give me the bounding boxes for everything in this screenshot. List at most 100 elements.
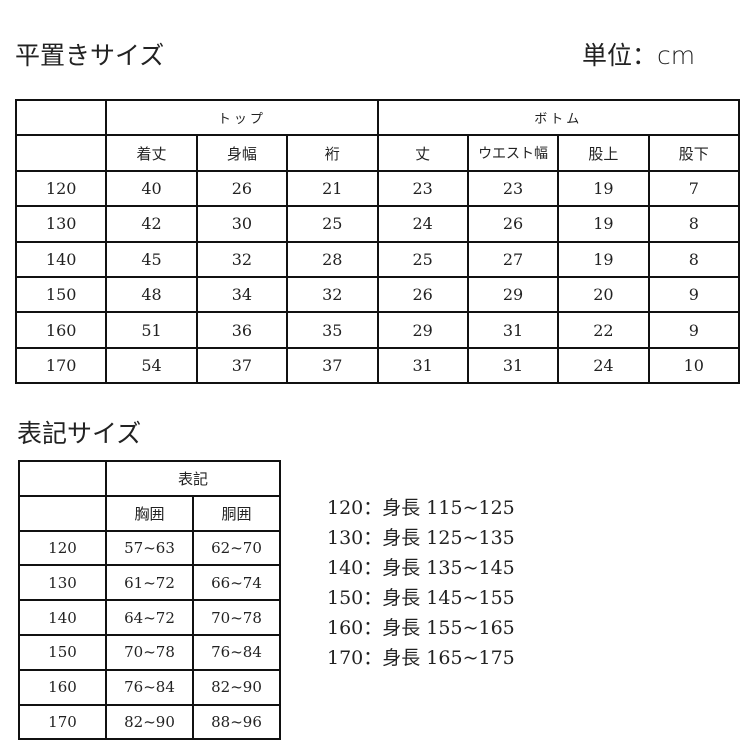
- value-cell: 45: [105, 240, 198, 278]
- value-cell: 26: [376, 275, 469, 314]
- value-cell: 10: [647, 346, 741, 385]
- value-cell: 37: [195, 346, 289, 385]
- flat-size-title: 平置きサイズ: [15, 41, 165, 70]
- value-cell: 51: [105, 311, 198, 349]
- column-header: 股下: [647, 134, 741, 172]
- value-cell: 24: [557, 346, 650, 385]
- value-cell: 32: [195, 240, 289, 278]
- value-cell: 30: [195, 205, 289, 243]
- value-cell: 82~90: [105, 703, 194, 741]
- value-cell: 31: [376, 346, 469, 385]
- value-cell: 54: [105, 346, 198, 385]
- flat-size-table: トップ ボトム 着丈 身幅 裄 丈 ウエスト幅 股上 股下 120 40 26 21 2…: [14, 98, 741, 385]
- size-cell: 130: [14, 205, 108, 243]
- height-list: 120：身長 115~125 130：身長 125~135 140：身長 135~1…: [327, 493, 515, 673]
- value-cell: 62~70: [192, 529, 281, 567]
- group-header-row: 表記: [18, 460, 281, 497]
- value-cell: 7: [647, 169, 741, 208]
- height-range-item: 150：身長 145~155: [327, 587, 515, 609]
- value-cell: 23: [376, 169, 469, 208]
- value-cell: 35: [286, 311, 379, 349]
- value-cell: 26: [195, 169, 289, 208]
- table-row: 120 57~63 62~70: [18, 529, 281, 567]
- size-cell: 120: [14, 169, 108, 208]
- value-cell: 57~63: [105, 529, 194, 567]
- table-row: 130 61~72 66~74: [18, 564, 281, 602]
- table-row: 140 64~72 70~78: [18, 599, 281, 636]
- column-header-row: 着丈 身幅 裄 丈 ウエスト幅 股上 股下: [14, 134, 741, 172]
- unit-label: 単位：cm: [582, 41, 696, 70]
- empty-cell: [18, 494, 107, 532]
- value-cell: 31: [466, 346, 560, 385]
- column-header: 身幅: [195, 134, 289, 172]
- group-tops: トップ: [105, 98, 379, 137]
- value-cell: 29: [376, 311, 469, 349]
- value-cell: 29: [466, 275, 560, 314]
- size-cell: 140: [14, 240, 108, 278]
- value-cell: 64~72: [105, 599, 194, 636]
- size-cell: 140: [18, 599, 107, 636]
- value-cell: 82~90: [192, 668, 281, 706]
- size-cell: 160: [18, 668, 107, 706]
- value-cell: 20: [557, 275, 650, 314]
- value-cell: 40: [105, 169, 198, 208]
- column-header: ウエスト幅: [466, 134, 560, 172]
- value-cell: 19: [557, 205, 650, 243]
- value-cell: 25: [376, 240, 469, 278]
- size-cell: 150: [14, 275, 108, 314]
- size-cell: 170: [18, 703, 107, 741]
- value-cell: 48: [105, 275, 198, 314]
- value-cell: 24: [376, 205, 469, 243]
- value-cell: 8: [647, 205, 741, 243]
- size-cell: 130: [18, 564, 107, 602]
- column-header: 股上: [557, 134, 650, 172]
- value-cell: 32: [286, 275, 379, 314]
- value-cell: 88~96: [192, 703, 281, 741]
- value-cell: 8: [647, 240, 741, 278]
- value-cell: 9: [647, 311, 741, 349]
- column-header: 着丈: [105, 134, 198, 172]
- column-header-row: 胸囲 胴囲: [18, 494, 281, 532]
- group-header-row: トップ ボトム: [14, 98, 740, 137]
- height-range-item: 130：身長 125~135: [327, 527, 515, 549]
- table-row: 160 51 36 35 29 31 22 9: [14, 311, 741, 349]
- table-row: 140 45 32 28 25 27 19 8: [14, 240, 741, 278]
- value-cell: 34: [195, 275, 289, 314]
- value-cell: 23: [466, 169, 560, 208]
- value-cell: 76~84: [192, 633, 281, 671]
- size-cell: 150: [18, 633, 107, 671]
- group-bottoms: ボトム: [376, 98, 740, 137]
- table-row: 160 76~84 82~90: [18, 668, 281, 706]
- value-cell: 19: [557, 240, 650, 278]
- column-header: 丈: [376, 134, 469, 172]
- value-cell: 36: [195, 311, 289, 349]
- value-cell: 28: [286, 240, 379, 278]
- value-cell: 31: [466, 311, 560, 349]
- value-cell: 37: [286, 346, 379, 385]
- table-row: 170 54 37 37 31 31 24 10: [14, 346, 741, 385]
- value-cell: 66~74: [192, 564, 281, 602]
- value-cell: 27: [466, 240, 560, 278]
- column-header: 裄: [286, 134, 379, 172]
- value-cell: 76~84: [105, 668, 194, 706]
- empty-cell: [14, 98, 108, 137]
- empty-cell: [14, 134, 108, 172]
- column-header: 胴囲: [192, 494, 281, 532]
- value-cell: 70~78: [192, 599, 281, 636]
- value-cell: 22: [557, 311, 650, 349]
- size-cell: 120: [18, 529, 107, 567]
- value-cell: 19: [557, 169, 650, 208]
- label-size-table: 表記 胸囲 胴囲 120 57~63 62~70 130 61~72 66~74 140 64…: [18, 460, 281, 741]
- size-cell: 170: [14, 346, 108, 385]
- group-label: 表記: [105, 460, 281, 497]
- size-cell: 160: [14, 311, 108, 349]
- value-cell: 61~72: [105, 564, 194, 602]
- table-row: 150 70~78 76~84: [18, 633, 281, 671]
- empty-cell: [18, 460, 107, 497]
- value-cell: 42: [105, 205, 198, 243]
- value-cell: 9: [647, 275, 741, 314]
- table-row: 150 48 34 32 26 29 20 9: [14, 275, 741, 314]
- value-cell: 21: [286, 169, 379, 208]
- height-range-item: 160：身長 155~165: [327, 617, 515, 639]
- label-size-title: 表記サイズ: [17, 419, 142, 448]
